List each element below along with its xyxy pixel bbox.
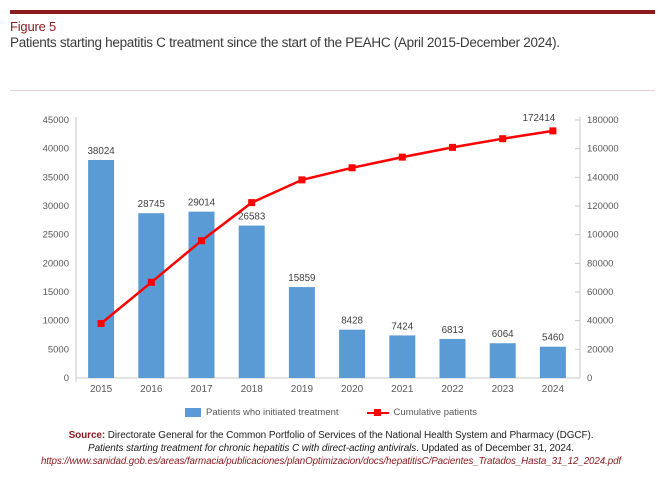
bar-2018 [238,225,265,378]
source-label: Source: [68,430,106,441]
line-marker-2015 [97,319,105,327]
x-axis-label-2023: 2023 [492,384,515,395]
figure-title: Patients starting hepatitis C treatment … [10,35,560,50]
bar-label-2022: 6813 [442,325,464,336]
bar-label-2016: 28745 [138,199,166,210]
line-marker-2023 [499,135,507,143]
line-marker-2016 [147,278,155,286]
bar-label-2018: 26583 [238,212,266,223]
line-marker-2017 [198,237,205,245]
right-axis-tick-20000: 20000 [587,344,613,355]
bar-2022 [439,338,466,378]
line-label-last: 172414 [523,113,556,124]
source-line2-rest: . Updated as of December 31, 2024. [416,443,574,454]
line-marker-2024 [549,127,557,135]
bar-2015 [88,159,115,378]
bar-2020 [339,329,366,378]
x-axis-label-2021: 2021 [391,384,414,395]
title-separator-line [10,90,655,91]
bar-2021 [389,335,416,378]
left-axis-tick-30000: 30000 [43,201,69,212]
bar-2017 [188,211,215,378]
bar-label-2015: 38024 [87,146,115,157]
x-axis-label-2016: 2016 [140,384,163,395]
left-axis-tick-40000: 40000 [43,144,69,155]
left-axis-tick-15000: 15000 [43,287,69,298]
legend-label-line: Cumulative patients [393,407,477,418]
bar-label-2019: 15859 [288,273,315,284]
bar-2016 [138,213,165,378]
legend-label-bars: Patients who initiated treatment [206,407,339,418]
bar-label-2021: 7424 [391,321,413,332]
combo-chart-svg: 0 5000 10000 15000 20000 25000 30000 35000 40000… [43,113,619,395]
x-axis-label-2017: 2017 [190,384,213,395]
source-note: Source: Directorate General for the Comm… [10,429,652,468]
right-axis-tick-80000: 80000 [587,258,613,269]
line-marker-2021 [398,153,406,161]
x-axis-label-2022: 2022 [441,384,464,395]
source-line2-italic: Patients starting treatment for chronic … [88,443,417,454]
bar-label-2024: 5460 [542,333,564,344]
left-axis-tick-0: 0 [64,373,69,384]
bar-label-2023: 6064 [492,329,514,340]
right-axis-tick-120000: 120000 [587,201,619,212]
chart-area: 0 5000 10000 15000 20000 25000 30000 35000 40000… [0,95,662,410]
bar-label-2017: 29014 [188,198,216,209]
x-axis-label-2024: 2024 [542,384,565,395]
line-marker-2022 [449,143,456,151]
bar-2024 [539,346,566,378]
top-accent-rule [10,10,655,14]
right-axis-tick-160000: 160000 [587,144,619,155]
line-marker-2018 [248,199,256,207]
right-axis-tick-40000: 40000 [587,316,613,327]
x-axis-label-2020: 2020 [341,384,364,395]
cumulative-line [100,129,554,325]
bar-2023 [489,343,516,378]
right-axis-tick-60000: 60000 [587,287,613,298]
source-url-link[interactable]: https://www.sanidad.gob.es/areas/farmaci… [40,456,622,467]
source-line1: Directorate General for the Common Portf… [105,430,594,441]
right-axis-tick-140000: 140000 [587,172,619,183]
right-axis-tick-0: 0 [587,373,592,384]
left-axis-tick-45000: 45000 [43,115,69,126]
bar-series-swatch-icon [185,408,201,417]
x-axis-label-2019: 2019 [291,384,314,395]
line-series-marker-icon [366,408,389,417]
left-axis-tick-25000: 25000 [43,230,69,241]
chart-legend: Patients who initiated treatment Cumulat… [0,407,662,418]
bar-label-2020: 8428 [341,316,363,327]
bar-2019 [288,287,315,378]
x-axis-label-2015: 2015 [90,384,113,395]
left-axis-tick-5000: 5000 [48,344,69,355]
x-axis-label-2018: 2018 [241,384,264,395]
line-marker-2019 [298,176,306,184]
line-marker-2020 [348,164,356,172]
right-axis-tick-180000: 180000 [587,115,619,126]
right-axis-tick-100000: 100000 [587,230,619,241]
left-axis-tick-35000: 35000 [43,172,69,183]
left-axis-tick-20000: 20000 [43,258,69,269]
left-axis-tick-10000: 10000 [43,316,69,327]
legend-item-line: Cumulative patients [366,407,477,418]
legend-item-bars: Patients who initiated treatment [185,407,339,418]
figure-number-label: Figure 5 [10,19,57,34]
